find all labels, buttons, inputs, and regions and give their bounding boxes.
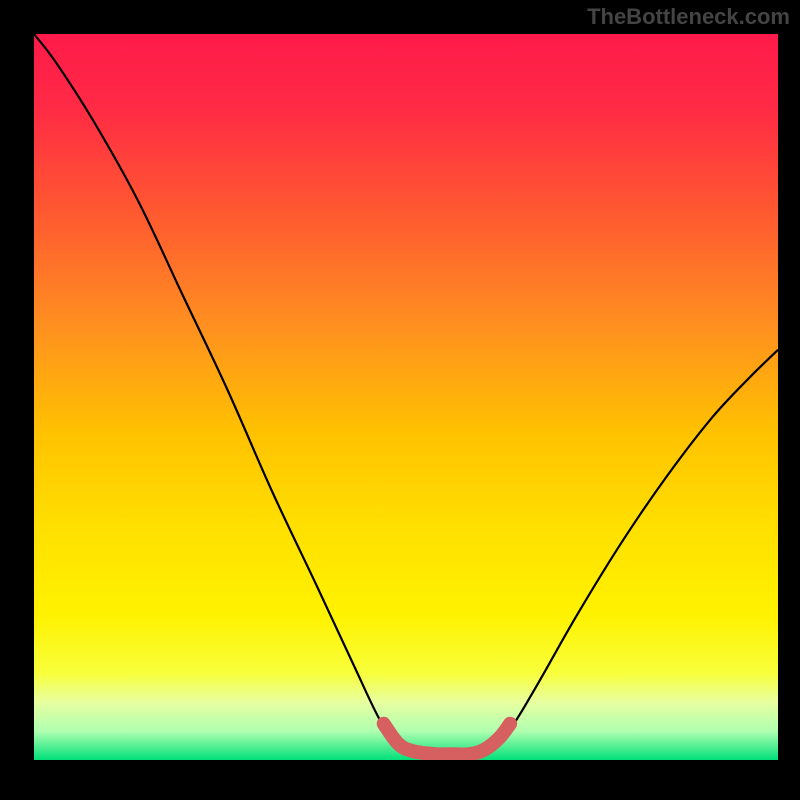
plot-background [34,34,778,760]
bottleneck-curve-chart [0,0,800,800]
frame-bottom [0,760,800,800]
frame-right [778,0,800,800]
watermark-text: TheBottleneck.com [587,4,790,30]
frame-left [0,0,34,800]
